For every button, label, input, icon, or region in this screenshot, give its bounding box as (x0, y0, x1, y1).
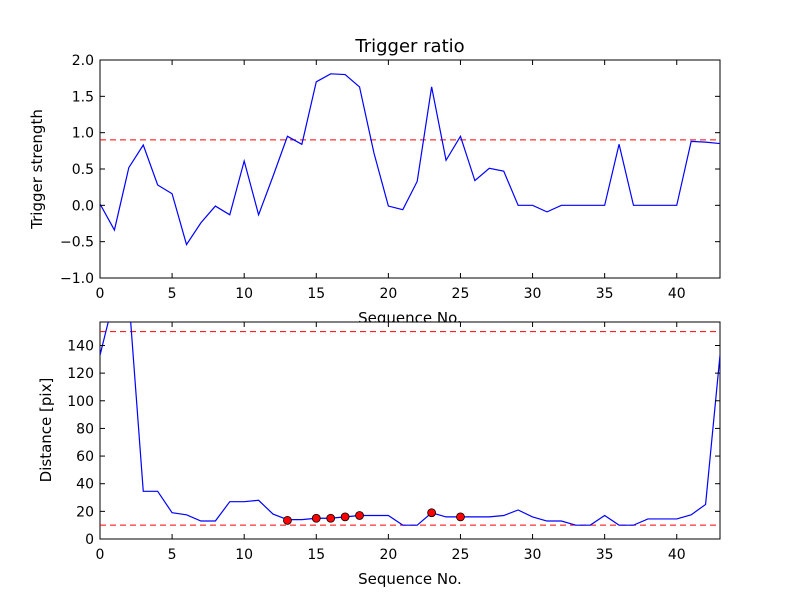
bottom-y-tick-label: 120 (67, 366, 94, 382)
top-y-tick-label: 1.0 (72, 126, 94, 142)
bottom-x-tick-label: 20 (379, 547, 397, 563)
bottom-marker-point (456, 512, 465, 522)
top-y-tick-label: 2.0 (72, 53, 94, 69)
bottom-y-tick-label: 40 (76, 477, 94, 493)
bottom-x-tick-label: 30 (524, 547, 542, 563)
bottom-x-tick-label: 15 (307, 547, 325, 563)
bottom-subplot: 0 5 10 15 20 25 30 35 40 0 20 40 60 80 100 120 140 Sequ… (37, 321, 721, 588)
bottom-y-tick-label: 100 (67, 394, 94, 410)
bottom-y-tick-label: 80 (76, 421, 94, 437)
top-y-tick-label: 0.5 (72, 162, 94, 178)
bottom-x-tick-label: 40 (668, 547, 686, 563)
bottom-x-tick-label: 5 (168, 547, 177, 563)
top-x-tick-label: 20 (379, 286, 397, 302)
top-y-tick-label: −0.5 (60, 235, 94, 251)
bottom-x-tick-label: 25 (452, 547, 470, 563)
top-x-tick-label: 35 (596, 286, 614, 302)
top-subplot: 0 5 10 15 20 25 30 35 40 −1.0 −0.5 0.0 0.5 1.0 1.5 2.0… (28, 36, 721, 327)
top-x-tick-label: 15 (307, 286, 325, 302)
top-plot-frame (99, 59, 721, 279)
top-x-tick-label: 25 (452, 286, 470, 302)
top-x-tick-label: 30 (524, 286, 542, 302)
top-chart-title: Trigger ratio (354, 36, 464, 57)
bottom-marker-point (340, 512, 350, 522)
bottom-y-tick-label: 0 (85, 532, 94, 548)
bottom-marker-point (326, 513, 336, 523)
bottom-x-axis-label: Sequence No. (358, 570, 462, 588)
bottom-x-tick-label: 10 (235, 547, 253, 563)
top-x-tick-label: 40 (668, 286, 686, 302)
bottom-x-tick-label: 0 (96, 547, 105, 563)
top-y-tick-label: 0.0 (72, 198, 94, 214)
top-x-tick-label: 5 (168, 286, 177, 302)
bottom-plot-frame (99, 321, 721, 540)
bottom-marker-point (283, 515, 292, 525)
top-series-line-0 (100, 73, 720, 246)
top-y-tick-label: 1.5 (72, 89, 94, 105)
bottom-marker-point (311, 513, 321, 523)
bottom-x-tick-label: 35 (596, 547, 614, 563)
top-y-tick-label: −1.0 (60, 271, 94, 287)
top-x-tick-label: 0 (96, 286, 105, 302)
bottom-marker-point (355, 511, 364, 520)
bottom-y-tick-label: 140 (67, 338, 94, 354)
top-y-axis-label: Trigger strength (28, 109, 46, 230)
bottom-series-line-0 (100, 322, 720, 526)
bottom-marker-point (427, 508, 437, 518)
bottom-y-tick-label: 20 (76, 504, 94, 520)
bottom-y-tick-label: 60 (76, 449, 94, 465)
bottom-y-axis-label: Distance [pix] (37, 378, 55, 483)
top-x-tick-label: 10 (235, 286, 253, 302)
